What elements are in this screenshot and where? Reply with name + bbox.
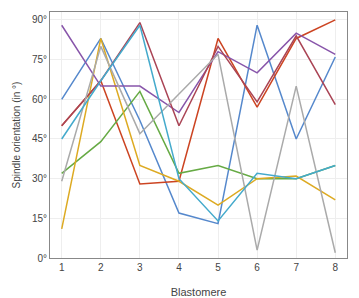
svg-text:1: 1 [59,262,65,273]
svg-text:15°: 15° [32,213,47,224]
svg-text:0°: 0° [37,253,47,264]
svg-text:60°: 60° [32,94,47,105]
svg-text:2: 2 [98,262,104,273]
svg-text:45°: 45° [32,133,47,144]
svg-text:3: 3 [137,262,143,273]
svg-text:90°: 90° [32,14,47,25]
svg-text:7: 7 [293,262,299,273]
svg-text:6: 6 [254,262,260,273]
svg-text:30°: 30° [32,173,47,184]
svg-text:4: 4 [176,262,182,273]
svg-text:Spindle orientation (in °): Spindle orientation (in °) [11,82,22,189]
svg-text:5: 5 [215,262,221,273]
svg-text:8: 8 [332,262,338,273]
svg-text:75°: 75° [32,54,47,65]
svg-text:Blastomere: Blastomere [171,286,227,298]
